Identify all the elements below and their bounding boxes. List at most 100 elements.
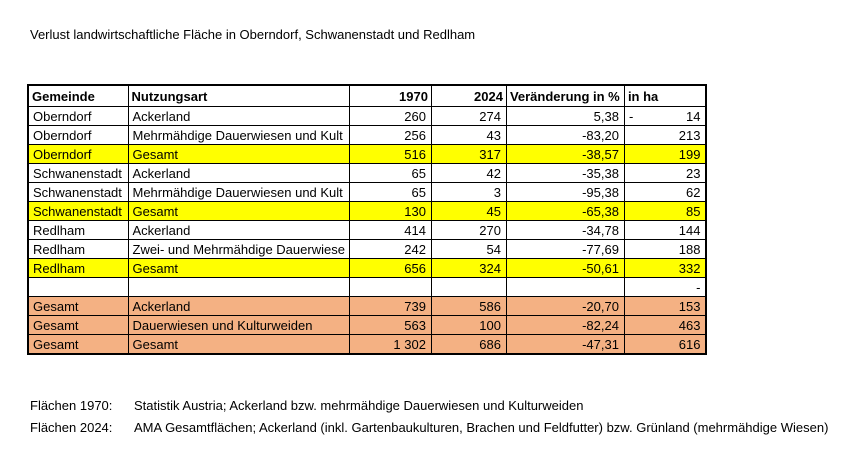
cell-2024: 42 — [430, 163, 507, 183]
cell-1970: 1 302 — [348, 334, 432, 355]
cell-2024: 586 — [430, 296, 507, 316]
in-ha-value: 23 — [685, 165, 701, 181]
cell-gemeinde: Redlham — [27, 239, 129, 259]
table-row: Schwanenstadt Gesamt 130 45 -65,38 85 — [27, 201, 707, 221]
cell-veraenderung — [505, 277, 625, 297]
cell-2024: 270 — [430, 220, 507, 240]
cell-in-ha: 199 — [623, 144, 707, 164]
cell-nutzungsart: Ackerland — [127, 163, 350, 183]
table-row: Redlham Zwei- und Mehrmähdige Dauerwiese 2… — [27, 239, 707, 259]
cell-veraenderung: -65,38 — [505, 201, 625, 221]
cell-gemeinde: Oberndorf — [27, 125, 129, 145]
cell-2024: 324 — [430, 258, 507, 278]
footnote-1970: Flächen 1970: Statistik Austria; Ackerla… — [30, 398, 583, 413]
cell-gemeinde: Gesamt — [27, 296, 129, 316]
cell-veraenderung: -35,38 — [505, 163, 625, 183]
cell-nutzungsart: Ackerland — [127, 106, 350, 126]
cell-in-ha: 62 — [623, 182, 707, 202]
in-ha-value: 62 — [685, 184, 701, 200]
footnote-2024-label: Flächen 2024: — [30, 420, 113, 435]
cell-nutzungsart: Zwei- und Mehrmähdige Dauerwiese — [127, 239, 350, 259]
in-ha-value: 199 — [678, 146, 701, 162]
cell-veraenderung: -95,38 — [505, 182, 625, 202]
cell-in-ha: 332 — [623, 258, 707, 278]
cell-nutzungsart — [127, 277, 350, 297]
cell-1970: 739 — [348, 296, 432, 316]
cell-in-ha: 463 — [623, 315, 707, 335]
table-row: Gesamt Ackerland 739 586 -20,70 153 — [27, 296, 707, 316]
cell-gemeinde: Gesamt — [27, 334, 129, 355]
cell-veraenderung: -34,78 — [505, 220, 625, 240]
cell-1970: 130 — [348, 201, 432, 221]
in-ha-value: 213 — [678, 127, 701, 143]
cell-2024: 3 — [430, 182, 507, 202]
page-title: Verlust landwirtschaftliche Fläche in Ob… — [30, 27, 476, 42]
cell-1970: 65 — [348, 163, 432, 183]
cell-2024: 45 — [430, 201, 507, 221]
table-row: Gesamt Dauerwiesen und Kulturweiden 563 100… — [27, 315, 707, 335]
cell-veraenderung: -38,57 — [505, 144, 625, 164]
cell-2024: 686 — [430, 334, 507, 355]
cell-in-ha: - — [623, 277, 707, 297]
cell-in-ha: 188 — [623, 239, 707, 259]
cell-nutzungsart: Mehrmähdige Dauerwiesen und Kult — [127, 125, 350, 145]
header-nutzungsart: Nutzungsart — [127, 84, 350, 107]
in-ha-value: - — [696, 279, 701, 295]
cell-1970: 563 — [348, 315, 432, 335]
cell-veraenderung: 5,38 — [505, 106, 625, 126]
cell-1970: 656 — [348, 258, 432, 278]
table-row: Redlham Ackerland 414 270 -34,78 144 — [27, 220, 707, 240]
cell-gemeinde: Schwanenstadt — [27, 182, 129, 202]
header-gemeinde: Gemeinde — [27, 84, 129, 107]
cell-1970 — [348, 277, 432, 297]
cell-nutzungsart: Ackerland — [127, 296, 350, 316]
header-in-ha: in ha — [623, 84, 707, 107]
cell-nutzungsart: Gesamt — [127, 144, 350, 164]
cell-in-ha: 85 — [623, 201, 707, 221]
cell-1970: 414 — [348, 220, 432, 240]
header-veraenderung: Veränderung in % — [505, 84, 625, 107]
cell-nutzungsart: Gesamt — [127, 258, 350, 278]
table-row: Oberndorf Ackerland 260 274 5,38- 14 — [27, 106, 707, 126]
cell-1970: 260 — [348, 106, 432, 126]
cell-2024: 274 — [430, 106, 507, 126]
cell-veraenderung: -20,70 — [505, 296, 625, 316]
cell-2024: 317 — [430, 144, 507, 164]
table-row: Schwanenstadt Mehrmähdige Dauerwiesen und… — [27, 182, 707, 202]
cell-2024 — [430, 277, 507, 297]
cell-veraenderung: -77,69 — [505, 239, 625, 259]
table-row: Oberndorf Gesamt 516 317 -38,57 199 — [27, 144, 707, 164]
cell-gemeinde — [27, 277, 129, 297]
footnote-2024-text: AMA Gesamtflächen; Ackerland (inkl. Gart… — [134, 420, 829, 435]
in-ha-value: 616 — [678, 336, 701, 352]
flaeche-table: Gemeinde Nutzungsart 1970 2024 Veränderu… — [27, 84, 708, 355]
cell-in-ha: 153 — [623, 296, 707, 316]
footnote-1970-label: Flächen 1970: — [30, 398, 113, 413]
cell-nutzungsart: Mehrmähdige Dauerwiesen und Kult — [127, 182, 350, 202]
header-row: Gemeinde Nutzungsart 1970 2024 Veränderu… — [27, 84, 707, 107]
in-ha-value: 332 — [678, 260, 701, 276]
cell-gemeinde: Oberndorf — [27, 106, 129, 126]
cell-gemeinde: Redlham — [27, 258, 129, 278]
cell-1970: 256 — [348, 125, 432, 145]
cell-veraenderung: -47,31 — [505, 334, 625, 355]
cell-2024: 54 — [430, 239, 507, 259]
cell-veraenderung: -83,20 — [505, 125, 625, 145]
negative-dash: - — [628, 108, 634, 124]
cell-gemeinde: Gesamt — [27, 315, 129, 335]
footnote-1970-text: Statistik Austria; Ackerland bzw. mehrmä… — [134, 398, 584, 413]
cell-veraenderung: -82,24 — [505, 315, 625, 335]
in-ha-value: 188 — [678, 241, 701, 257]
cell-2024: 43 — [430, 125, 507, 145]
cell-in-ha: 213 — [623, 125, 707, 145]
table-row: Schwanenstadt Ackerland 65 42 -35,38 23 — [27, 163, 707, 183]
cell-nutzungsart: Dauerwiesen und Kulturweiden — [127, 315, 350, 335]
cell-gemeinde: Redlham — [27, 220, 129, 240]
cell-1970: 65 — [348, 182, 432, 202]
table-body: Oberndorf Ackerland 260 274 5,38-14 Oberndorf… — [27, 106, 707, 355]
cell-nutzungsart: Gesamt — [127, 201, 350, 221]
footnote-2024: Flächen 2024: AMA Gesamtflächen; Ackerla… — [30, 420, 828, 435]
cell-in-ha: - 14 — [623, 106, 707, 126]
in-ha-value: 85 — [685, 203, 701, 219]
in-ha-value: 144 — [678, 222, 701, 238]
